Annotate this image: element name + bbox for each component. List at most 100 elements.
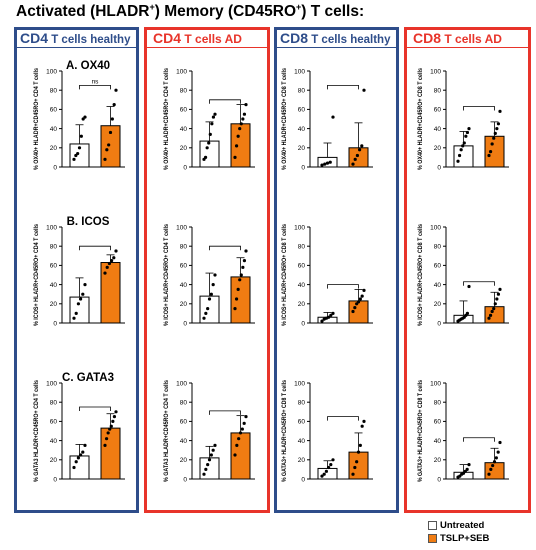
chart-1-y-tick-label: 80 xyxy=(50,88,58,95)
chart-3-data-point xyxy=(328,160,332,164)
chart-1-y-tick-label: 0 xyxy=(53,164,57,171)
chart-5-title: B. ICOS xyxy=(67,216,110,228)
chart-6-data-point xyxy=(204,311,208,315)
chart-2-data-point xyxy=(205,146,209,150)
chart-8-data-point xyxy=(495,297,499,301)
chart-4-y-axis-label: % OX40+ HLADR+CD45RO+ CD8 T cells xyxy=(418,67,424,170)
chart-9-y-axis-label: % GATA3 HLADR+CD45RO+ CD4 T cells xyxy=(34,379,40,482)
chart-3-data-point xyxy=(351,162,355,166)
chart-6-y-tick-label: 100 xyxy=(176,224,187,231)
chart-4-bar-tslp xyxy=(484,135,505,168)
chart-1-data-point xyxy=(110,117,114,121)
chart-9-data-point xyxy=(114,410,118,414)
chart-6-y-tick-label: 80 xyxy=(180,244,188,251)
chart-7-data-point xyxy=(360,294,364,298)
chart-6-y-tick-label: 60 xyxy=(180,263,188,270)
chart-3-data-point xyxy=(358,148,362,152)
chart-9-data-point xyxy=(108,427,112,431)
chart-2-y-tick-label: 0 xyxy=(183,164,187,171)
chart-2-data-point xyxy=(241,117,245,121)
chart-11-y-tick-label: 60 xyxy=(298,419,306,426)
chart-6-y-tick-label: 0 xyxy=(183,320,187,327)
chart-3-data-point xyxy=(353,157,357,161)
chart-3-data-point xyxy=(323,162,327,166)
chart-9-data-point xyxy=(79,453,83,457)
chart-3-y-axis-label: % OX40+ HLADR+CD45RO+ CD8 T cells xyxy=(282,67,288,170)
chart-5-data-point xyxy=(103,271,107,275)
chart-12-bar-tslp xyxy=(484,462,505,480)
chart-11-data-point xyxy=(358,443,362,447)
chart-2-data-point xyxy=(211,115,216,119)
chart-3-data-point xyxy=(355,153,359,158)
figure-title: Activated (HLADR+) Memory (CD45RO+) T ce… xyxy=(16,2,365,21)
chart-8-y-axis-label: % ICOS+ HLADR+CD45RO+ CD8 T cells xyxy=(418,223,424,326)
chart-6-data-point xyxy=(236,287,240,291)
chart-10-data-point xyxy=(238,431,243,435)
chart-6-data-point xyxy=(206,307,210,311)
chart-6-data-point xyxy=(244,249,248,253)
chart-2-data-point xyxy=(210,122,214,126)
chart-2-y-tick-label: 100 xyxy=(176,68,187,75)
chart-4-data-point xyxy=(495,127,499,131)
chart-9-y-tick-label: 60 xyxy=(50,419,58,426)
chart-12-y-tick-label: 60 xyxy=(434,419,442,426)
chart-4-y-tick-label: 80 xyxy=(434,88,442,95)
chart-4-data-point xyxy=(488,150,493,154)
chart-1-y-tick-label: 40 xyxy=(50,126,58,133)
chart-10-y-axis-label: % GATA3 HLADR+CD45RO+ CD4 T cells xyxy=(164,379,170,482)
chart-11-bar-untreated xyxy=(317,467,338,480)
chart-4-y-tick-label: 100 xyxy=(430,68,441,75)
chart-4-data-point xyxy=(459,148,463,152)
chart-4-data-point xyxy=(490,142,494,146)
chart-5-y-tick-label: 20 xyxy=(50,301,58,308)
chart-1-y-tick-label: 20 xyxy=(50,145,58,152)
chart-4-data-point xyxy=(464,134,468,138)
chart-2-y-tick-label: 60 xyxy=(180,107,188,114)
panel-cd4-healthy: CD4 T cells healthy xyxy=(14,27,139,513)
chart-7-y-tick-label: 40 xyxy=(298,282,306,289)
chart-1-data-point xyxy=(103,157,107,161)
chart-4-significance-bracket xyxy=(463,106,495,111)
chart-8-y-tick-label: 20 xyxy=(434,301,442,308)
chart-6-data-point xyxy=(241,265,245,269)
chart-9-y-tick-label: 20 xyxy=(50,457,58,464)
chart-11-data-point xyxy=(351,472,355,476)
chart-11-y-tick-label: 40 xyxy=(298,438,306,445)
chart-4-y-tick-label: 20 xyxy=(434,145,442,152)
chart-5-data-point xyxy=(114,249,118,253)
chart-3-y-tick-label: 100 xyxy=(294,68,305,75)
chart-4-data-point xyxy=(496,122,501,126)
chart-7-y-tick-label: 100 xyxy=(294,224,305,231)
chart-3-y-tick-label: 60 xyxy=(298,107,306,114)
chart-8-data-point xyxy=(492,307,496,311)
chart-7-data-point xyxy=(327,315,331,319)
chart-10-significance-bracket xyxy=(209,410,241,415)
chart-7-y-tick-label: 80 xyxy=(298,244,306,251)
chart-5-y-tick-label: 60 xyxy=(50,263,58,270)
chart-12-data-point xyxy=(491,463,495,468)
chart-9-data-point xyxy=(106,431,110,435)
chart-12-y-tick-label: 100 xyxy=(430,380,441,387)
chart-2-bar-untreated xyxy=(199,140,220,168)
chart-10-y-tick-label: 0 xyxy=(183,476,187,483)
chart-10-data-point xyxy=(233,453,237,457)
chart-7-data-point xyxy=(358,297,362,301)
chart-12-data-point xyxy=(496,450,500,454)
chart-5-y-tick-label: 80 xyxy=(50,244,58,251)
chart-5-y-tick-label: 100 xyxy=(46,224,57,231)
chart-7-y-tick-label: 0 xyxy=(301,320,305,327)
chart-7-data-point xyxy=(351,309,355,314)
chart-5-data-point xyxy=(110,259,114,263)
chart-4-y-tick-label: 0 xyxy=(437,164,441,171)
chart-2-data-point xyxy=(233,155,237,159)
chart-12-data-point xyxy=(487,472,491,476)
chart-9-data-point xyxy=(112,415,117,419)
chart-9-data-point xyxy=(74,460,78,464)
chart-2-y-tick-label: 80 xyxy=(180,88,188,95)
chart-10-data-point xyxy=(202,472,206,476)
chart-4-data-point xyxy=(461,144,465,148)
panel-cd8-ad: CD8 T cells AD xyxy=(404,27,531,513)
chart-11-y-axis-label: % GATA3+ HLADR+CD45RO+ CD8 T cells xyxy=(282,379,288,482)
chart-9-y-tick-label: 40 xyxy=(50,438,58,445)
